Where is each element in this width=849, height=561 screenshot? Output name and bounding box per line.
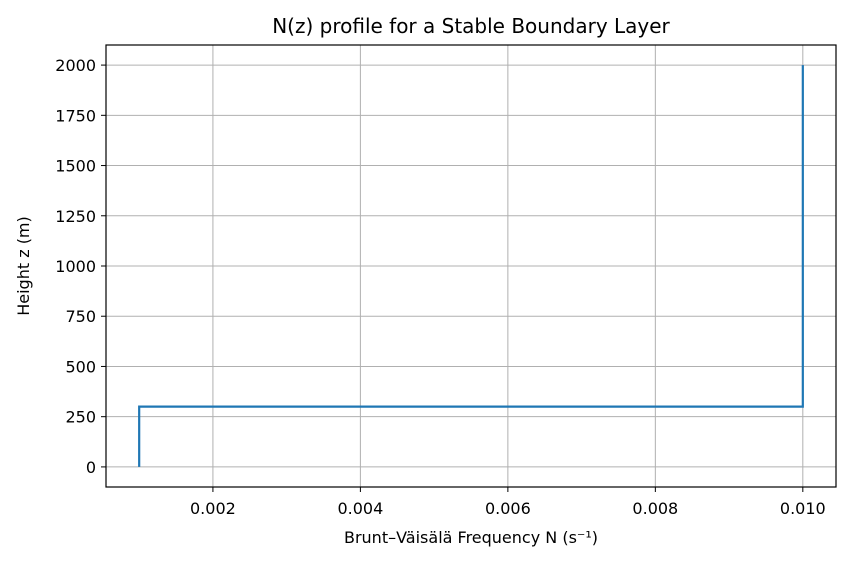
x-tick-label: 0.008 (632, 499, 678, 518)
x-tick-label: 0.010 (780, 499, 826, 518)
y-tick-label: 750 (65, 307, 96, 326)
x-axis-title: Brunt–Väisälä Frequency N (s⁻¹) (344, 528, 598, 547)
chart-title: N(z) profile for a Stable Boundary Layer (272, 14, 670, 38)
y-tick-label: 500 (65, 357, 96, 376)
y-axis-title: Height z (m) (14, 216, 33, 316)
series-layer (138, 65, 804, 467)
y-tick-label: 2000 (55, 56, 96, 75)
y-tick-label: 1250 (55, 207, 96, 226)
x-tick-label: 0.002 (190, 499, 236, 518)
y-tick-label: 0 (86, 458, 96, 477)
x-tick-label: 0.006 (485, 499, 531, 518)
y-tick-label: 1000 (55, 257, 96, 276)
series-line (138, 65, 804, 467)
y-tick-label: 1500 (55, 157, 96, 176)
y-tick-label: 250 (65, 408, 96, 427)
y-tick-label: 1750 (55, 106, 96, 125)
y-axis: 0 250 500 750 1000 1250 1500 1750 2000 (55, 56, 106, 477)
x-tick-label: 0.004 (337, 499, 383, 518)
x-axis: 0.002 0.004 0.006 0.008 0.010 (190, 487, 826, 518)
